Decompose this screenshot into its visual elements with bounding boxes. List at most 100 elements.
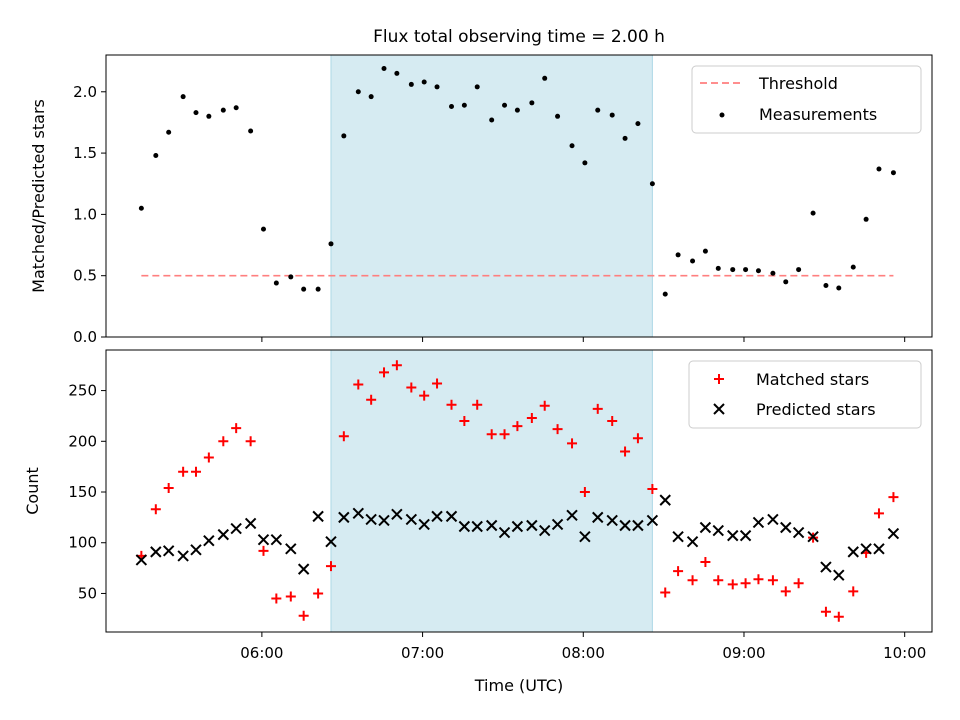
predicted-stars-point (177, 550, 189, 562)
predicted-stars-point (699, 521, 712, 534)
measurements-legend-label: Measurements (759, 105, 877, 124)
predicted-stars-point (820, 561, 832, 573)
matched-stars-point (687, 575, 698, 586)
matched-stars-point (526, 412, 537, 423)
measurements-point (662, 291, 668, 297)
measurements-point (315, 286, 321, 292)
predicted-stars-point (257, 533, 270, 546)
measurements-point (755, 268, 761, 274)
measurements-point (260, 226, 266, 232)
measurements-point (582, 160, 588, 166)
matched-stars-point (353, 379, 364, 390)
predicted-stars-point (485, 519, 498, 532)
matched-stars-point (579, 487, 590, 498)
measurements-point (796, 267, 802, 273)
ratio-y-axis-label: Matched/Predicted stars (29, 99, 48, 293)
y-tick-label: 50 (78, 584, 97, 602)
predicted-stars-point (646, 514, 659, 527)
count-legend: Matched stars Predicted stars (688, 360, 922, 429)
matched-stars-point (620, 446, 631, 457)
count-legend-box (688, 360, 922, 429)
predicted-stars-point (551, 518, 564, 531)
predicted-stars-point (244, 517, 257, 530)
predicted-stars-point (833, 569, 845, 581)
measurements-point (394, 70, 400, 76)
measurements-point (421, 79, 427, 85)
predicted-stars-point (405, 513, 418, 526)
predicted-stars-legend-marker (713, 403, 725, 415)
predicted-stars-point (190, 544, 202, 556)
y-tick-label: 250 (68, 382, 97, 400)
predicted-stars-point (632, 519, 644, 532)
measurements-point (863, 216, 869, 222)
predicted-stars-legend-label: Predicted stars (756, 400, 876, 419)
measurements-point (502, 102, 508, 108)
matched-stars-point (592, 403, 603, 414)
predicted-stars-point (767, 513, 779, 526)
matched-stars-point (499, 429, 510, 440)
y-tick-label: 0.0 (73, 328, 97, 346)
measurements-point (180, 94, 186, 100)
predicted-stars-point (659, 494, 671, 506)
predicted-stars-point (498, 526, 511, 539)
y-tick-label: 150 (68, 483, 97, 501)
measurements-point (595, 107, 601, 113)
matched-stars-point (190, 466, 201, 477)
predicted-stars-point (807, 530, 819, 543)
matched-stars-point (459, 416, 470, 427)
predicted-stars-point (135, 554, 148, 566)
predicted-stars-point (471, 520, 483, 533)
measurements-point (341, 133, 347, 139)
y-tick-label: 100 (68, 534, 97, 552)
measurements-point (609, 112, 615, 118)
predicted-stars-point (511, 520, 524, 533)
predicted-stars-point (539, 524, 551, 537)
matched-stars-point (607, 416, 618, 427)
matched-stars-point (203, 452, 214, 463)
matched-stars-point (298, 610, 309, 621)
matched-stars-point (218, 436, 229, 447)
ratio-legend: Threshold Measurements (691, 65, 922, 134)
measurements-point (542, 75, 548, 81)
predicted-stars-point (458, 520, 471, 533)
matched-stars-legend-swatch (714, 374, 724, 384)
matched-stars-point (793, 578, 804, 589)
predicted-stars-point (792, 526, 805, 539)
matched-stars-point (472, 399, 483, 410)
measurements-point (715, 265, 721, 271)
y-tick-label: 2.0 (73, 83, 97, 101)
x-tick-label: 10:00 (883, 644, 926, 662)
predicted-stars-point (780, 521, 792, 534)
measurements-point (301, 286, 307, 292)
matched-stars-point (419, 390, 430, 401)
measurements-point (355, 89, 361, 95)
measurements-point (233, 105, 239, 111)
x-axis-label: Time (UTC) (474, 676, 563, 695)
ratio-panel: 0.00.51.01.52.0 Matched/Predicted stars … (29, 54, 933, 346)
matched-stars-point (820, 606, 831, 617)
predicted-stars-point (619, 519, 631, 532)
predicted-stars-point (352, 507, 365, 520)
y-tick-label: 0.5 (73, 267, 97, 285)
matched-stars-point (379, 367, 390, 378)
ratio-legend-box (691, 65, 922, 134)
predicted-stars-point (312, 510, 324, 523)
count-y-ticks: 50 100 150 200 250 (68, 382, 106, 602)
matched-stars-point (271, 593, 282, 604)
matched-stars-point (780, 586, 791, 597)
threshold-legend-label: Threshold (758, 74, 838, 93)
count-x-ticks: 06:00 07:00 08:00 09:00 10:00 (240, 632, 926, 662)
measurements-point (328, 241, 334, 247)
matched-stars-point (567, 438, 578, 449)
predicted-stars-point (297, 563, 310, 575)
predicted-stars-point (365, 513, 377, 526)
measurements-point (153, 153, 159, 159)
measurements-point (823, 283, 829, 289)
measurements-point (555, 113, 561, 119)
matched-stars-point (285, 591, 296, 602)
predicted-stars-point (592, 511, 604, 524)
measurements-point (635, 121, 641, 127)
matched-stars-point (325, 561, 336, 572)
predicted-stars-point (391, 508, 403, 521)
measurements-point (248, 128, 254, 134)
